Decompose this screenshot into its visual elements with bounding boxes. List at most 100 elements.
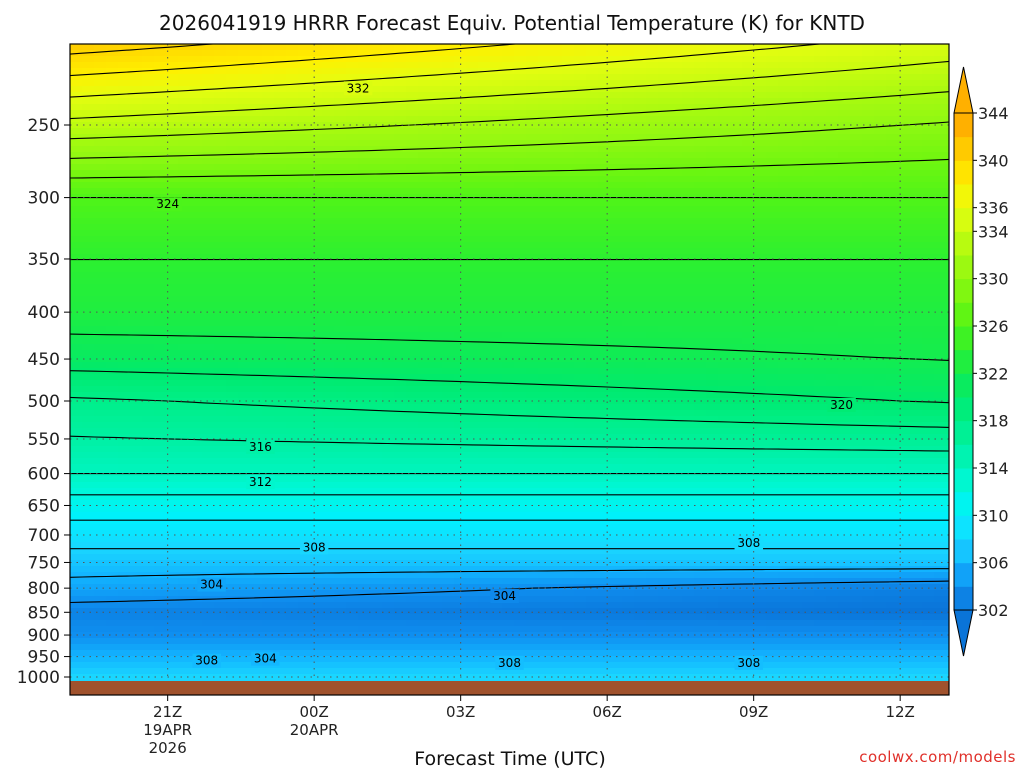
field-cell — [838, 152, 851, 159]
field-cell — [586, 254, 599, 261]
field-cell — [706, 368, 719, 375]
field-cell — [562, 356, 575, 363]
field-cell — [238, 218, 251, 225]
field-cell — [802, 122, 815, 129]
field-cell — [394, 248, 407, 255]
field-cell — [154, 296, 167, 303]
field-cell — [154, 392, 167, 399]
field-cell — [142, 290, 155, 297]
field-cell — [130, 146, 143, 153]
field-cell — [418, 314, 431, 321]
field-cell — [838, 368, 851, 375]
field-cell — [862, 44, 875, 51]
field-cell — [550, 332, 563, 339]
field-cell — [130, 416, 143, 423]
field-cell — [274, 308, 287, 315]
field-cell — [298, 68, 311, 75]
field-cell — [310, 398, 323, 405]
field-cell — [262, 170, 275, 177]
field-cell — [274, 110, 287, 117]
field-cell — [514, 392, 527, 399]
field-cell — [406, 422, 419, 429]
field-cell — [634, 80, 647, 87]
field-cell — [874, 380, 887, 387]
field-cell — [802, 50, 815, 57]
field-cell — [850, 344, 863, 351]
field-cell — [562, 104, 575, 111]
field-cell — [850, 56, 863, 63]
field-cell — [430, 344, 443, 351]
field-cell — [130, 104, 143, 111]
field-cell — [718, 392, 731, 399]
field-cell — [382, 92, 395, 99]
field-cell — [334, 98, 347, 105]
field-cell — [646, 362, 659, 369]
field-cell — [382, 206, 395, 213]
field-cell — [730, 92, 743, 99]
field-cell — [130, 170, 143, 177]
field-cell — [550, 302, 563, 309]
field-cell — [670, 44, 683, 51]
field-cell — [754, 146, 767, 153]
field-cell — [358, 284, 371, 291]
field-cell — [502, 446, 515, 453]
field-cell — [658, 374, 671, 381]
field-cell — [346, 74, 359, 81]
field-cell — [178, 230, 191, 237]
field-cell — [550, 308, 563, 315]
field-cell — [910, 224, 923, 231]
field-cell — [262, 284, 275, 291]
field-cell — [358, 326, 371, 333]
field-cell — [466, 242, 479, 249]
field-cell — [862, 134, 875, 141]
field-cell — [262, 188, 275, 195]
field-cell — [262, 134, 275, 141]
field-cell — [142, 392, 155, 399]
field-cell — [466, 272, 479, 279]
field-cell — [142, 410, 155, 417]
field-cell — [154, 248, 167, 255]
field-cell — [550, 44, 563, 51]
field-cell — [694, 404, 707, 411]
field-cell — [946, 374, 949, 381]
field-cell — [778, 422, 791, 429]
field-cell — [154, 86, 167, 93]
field-cell — [694, 314, 707, 321]
field-cell — [286, 92, 299, 99]
field-cell — [358, 140, 371, 147]
field-cell — [94, 332, 107, 339]
field-cell — [754, 404, 767, 411]
field-cell — [574, 398, 587, 405]
field-cell — [454, 296, 467, 303]
field-cell — [730, 266, 743, 273]
field-cell — [442, 218, 455, 225]
field-cell — [178, 98, 191, 105]
field-cell — [646, 50, 659, 57]
field-cell — [94, 428, 107, 435]
field-cell — [286, 206, 299, 213]
field-cell — [946, 116, 949, 123]
field-cell — [274, 62, 287, 69]
field-cell — [238, 188, 251, 195]
field-cell — [838, 386, 851, 393]
field-cell — [706, 308, 719, 315]
field-cell — [142, 98, 155, 105]
field-cell — [466, 344, 479, 351]
field-cell — [898, 260, 911, 267]
field-cell — [142, 92, 155, 99]
field-cell — [142, 104, 155, 111]
field-cell — [802, 116, 815, 123]
field-cell — [526, 302, 539, 309]
field-cell — [946, 140, 949, 147]
field-cell — [358, 182, 371, 189]
field-cell — [670, 224, 683, 231]
field-cell — [934, 320, 947, 327]
field-cell — [226, 344, 239, 351]
field-cell — [250, 416, 263, 423]
field-cell — [274, 140, 287, 147]
field-cell — [754, 350, 767, 357]
field-cell — [178, 386, 191, 393]
field-cell — [442, 128, 455, 135]
field-cell — [754, 290, 767, 297]
field-cell — [298, 290, 311, 297]
